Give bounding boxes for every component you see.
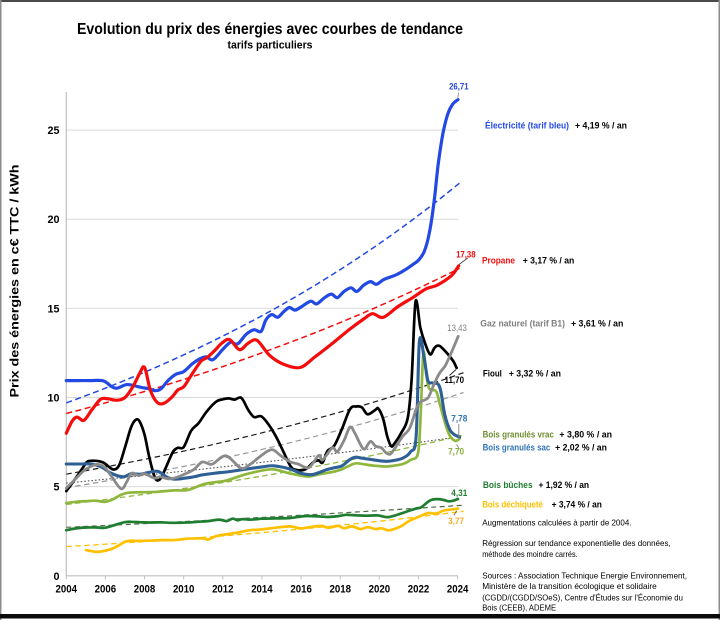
svg-text:+ 3,17 % / an: + 3,17 % / an (523, 256, 575, 266)
svg-text:2006: 2006 (95, 584, 117, 596)
svg-text:Ministère de la transition éco: Ministère de la transition écologique et… (482, 581, 657, 591)
svg-text:4,31: 4,31 (451, 488, 468, 499)
svg-text:+ 3,74 % / an: + 3,74 % / an (552, 499, 602, 509)
svg-text:10: 10 (48, 393, 60, 405)
svg-text:Gaz naturel (tarif B1): Gaz naturel (tarif B1) (480, 319, 565, 329)
svg-text:Propane: Propane (482, 256, 515, 266)
svg-text:+ 4,19 % / an: + 4,19 % / an (575, 121, 627, 131)
svg-text:Fioul: Fioul (483, 369, 502, 379)
svg-text:2018: 2018 (329, 584, 351, 596)
svg-text:Bois bûches: Bois bûches (483, 480, 533, 490)
svg-text:Sources : Association Techniqu: Sources : Association Technique Energie … (482, 571, 687, 581)
svg-text:0: 0 (54, 571, 60, 583)
svg-text:25: 25 (48, 125, 60, 137)
svg-text:11,70: 11,70 (445, 375, 465, 386)
svg-text:26,71: 26,71 (449, 82, 469, 93)
svg-text:20: 20 (48, 214, 60, 226)
svg-text:Evolution du prix des énergies: Evolution du prix des énergies avec cour… (77, 21, 463, 38)
svg-text:2004: 2004 (56, 584, 78, 596)
svg-text:(CGDD/(CGDD/SOeS), Centre d'Ét: (CGDD/(CGDD/SOeS), Centre d'Études sur l… (482, 593, 683, 603)
svg-text:tarifs particuliers: tarifs particuliers (228, 40, 313, 52)
svg-text:+ 1,92 % / an: + 1,92 % / an (539, 480, 590, 490)
svg-text:2024: 2024 (447, 584, 469, 596)
svg-text:2016: 2016 (290, 584, 312, 596)
svg-text:Bois déchiqueté: Bois déchiqueté (482, 499, 543, 509)
svg-text:2012: 2012 (212, 584, 234, 596)
svg-text:2010: 2010 (173, 584, 195, 596)
svg-text:Prix des énergies en c€ TTC /: Prix des énergies en c€ TTC / kWh (10, 165, 22, 398)
svg-text:2008: 2008 (134, 584, 156, 596)
svg-text:méthode des moindre carrés.: méthode des moindre carrés. (482, 549, 578, 559)
svg-text:7,78: 7,78 (451, 413, 467, 424)
svg-text:Régression sur tendance expone: Régression sur tendance exponentielle de… (482, 538, 671, 548)
svg-text:15: 15 (48, 303, 60, 315)
svg-text:Bois granulés sac: Bois granulés sac (483, 442, 551, 452)
svg-text:+ 3,80 % / an: + 3,80 % / an (559, 429, 612, 439)
svg-text:13,43: 13,43 (447, 323, 467, 334)
svg-text:+ 2,02 % / an: + 2,02 % / an (555, 442, 607, 452)
svg-text:2020: 2020 (369, 584, 391, 596)
svg-text:Bois granulés vrac: Bois granulés vrac (483, 429, 554, 439)
svg-text:5: 5 (54, 482, 60, 494)
svg-text:+ 3,32 % / an: + 3,32 % / an (509, 369, 561, 379)
svg-text:7,70: 7,70 (448, 446, 464, 457)
svg-text:Électricité (tarif bleu): Électricité (tarif bleu) (485, 121, 569, 131)
svg-text:17,38: 17,38 (456, 249, 476, 260)
svg-text:2014: 2014 (251, 584, 273, 596)
svg-text:+ 3,61 % / an: + 3,61 % / an (571, 319, 623, 329)
svg-text:3,77: 3,77 (448, 516, 464, 527)
svg-text:Augmentations calculées à part: Augmentations calculées à partir de 2004… (482, 517, 631, 527)
svg-text:2022: 2022 (408, 584, 430, 596)
svg-text:Bois (CEEB), ADEME: Bois (CEEB), ADEME (482, 603, 556, 613)
